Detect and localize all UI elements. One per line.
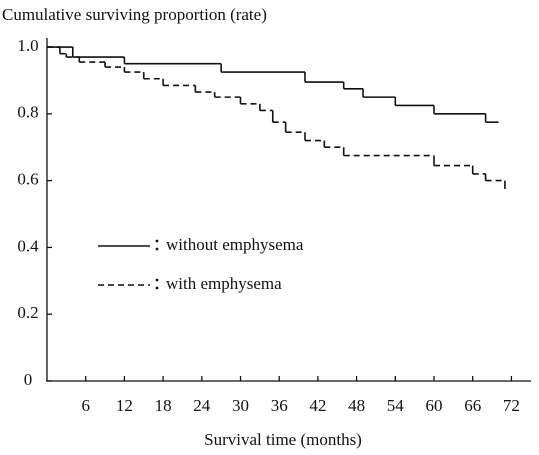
y-tick-label: 0.6: [17, 170, 38, 189]
y-tick-label: 0.2: [17, 303, 38, 322]
x-tick-label: 30: [232, 396, 249, 415]
y-tick-label: 0.4: [17, 236, 39, 255]
y-axis-title: Cumulative surviving proportion (rate): [2, 5, 267, 24]
y-tick-label: 1.0: [17, 36, 38, 55]
x-tick-label: 72: [503, 396, 520, 415]
legend-colon: [155, 247, 159, 251]
x-tick-label: 66: [464, 396, 481, 415]
x-tick-label: 18: [155, 396, 172, 415]
legend-colon: [155, 239, 159, 243]
x-axis-title: Survival time (months): [204, 430, 362, 449]
x-tick-label: 54: [387, 396, 405, 415]
x-tick-label: 12: [116, 396, 133, 415]
x-tick-label: 24: [193, 396, 211, 415]
legend-label: with emphysema: [166, 274, 282, 293]
legend-colon: [155, 278, 159, 282]
y-tick-label: 0: [24, 370, 33, 389]
x-tick-label: 60: [426, 396, 443, 415]
legend-colon: [155, 286, 159, 290]
x-tick-label: 48: [348, 396, 365, 415]
legend-label: without emphysema: [166, 235, 304, 254]
y-tick-label: 0.8: [17, 103, 38, 122]
x-tick-label: 42: [309, 396, 326, 415]
x-tick-label: 36: [271, 396, 288, 415]
x-tick-label: 6: [81, 396, 90, 415]
